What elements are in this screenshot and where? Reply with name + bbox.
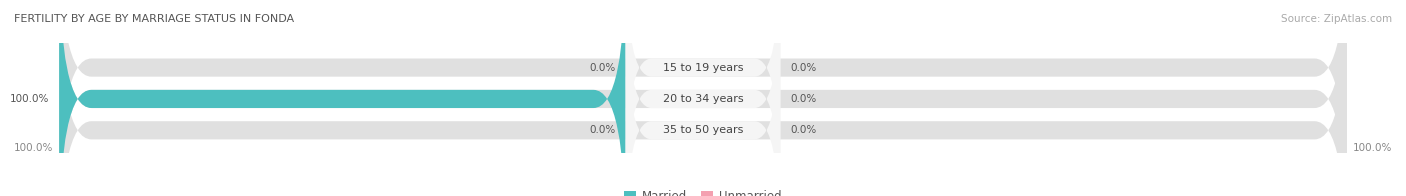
FancyBboxPatch shape bbox=[626, 0, 780, 196]
FancyBboxPatch shape bbox=[626, 0, 780, 184]
Text: 20 to 34 years: 20 to 34 years bbox=[662, 94, 744, 104]
Text: 15 to 19 years: 15 to 19 years bbox=[662, 63, 744, 73]
Text: 35 to 50 years: 35 to 50 years bbox=[662, 125, 744, 135]
Text: 0.0%: 0.0% bbox=[790, 125, 815, 135]
Text: 100.0%: 100.0% bbox=[10, 94, 49, 104]
FancyBboxPatch shape bbox=[59, 0, 1347, 196]
Legend: Married, Unmarried: Married, Unmarried bbox=[620, 185, 786, 196]
FancyBboxPatch shape bbox=[626, 14, 780, 196]
Text: 0.0%: 0.0% bbox=[591, 125, 616, 135]
FancyBboxPatch shape bbox=[59, 0, 1347, 196]
Text: 100.0%: 100.0% bbox=[14, 143, 53, 153]
Text: FERTILITY BY AGE BY MARRIAGE STATUS IN FONDA: FERTILITY BY AGE BY MARRIAGE STATUS IN F… bbox=[14, 14, 294, 24]
Text: Source: ZipAtlas.com: Source: ZipAtlas.com bbox=[1281, 14, 1392, 24]
Text: 0.0%: 0.0% bbox=[591, 63, 616, 73]
Text: 0.0%: 0.0% bbox=[790, 94, 815, 104]
FancyBboxPatch shape bbox=[59, 0, 1347, 196]
Text: 100.0%: 100.0% bbox=[1353, 143, 1392, 153]
FancyBboxPatch shape bbox=[59, 0, 626, 196]
Text: 0.0%: 0.0% bbox=[790, 63, 815, 73]
